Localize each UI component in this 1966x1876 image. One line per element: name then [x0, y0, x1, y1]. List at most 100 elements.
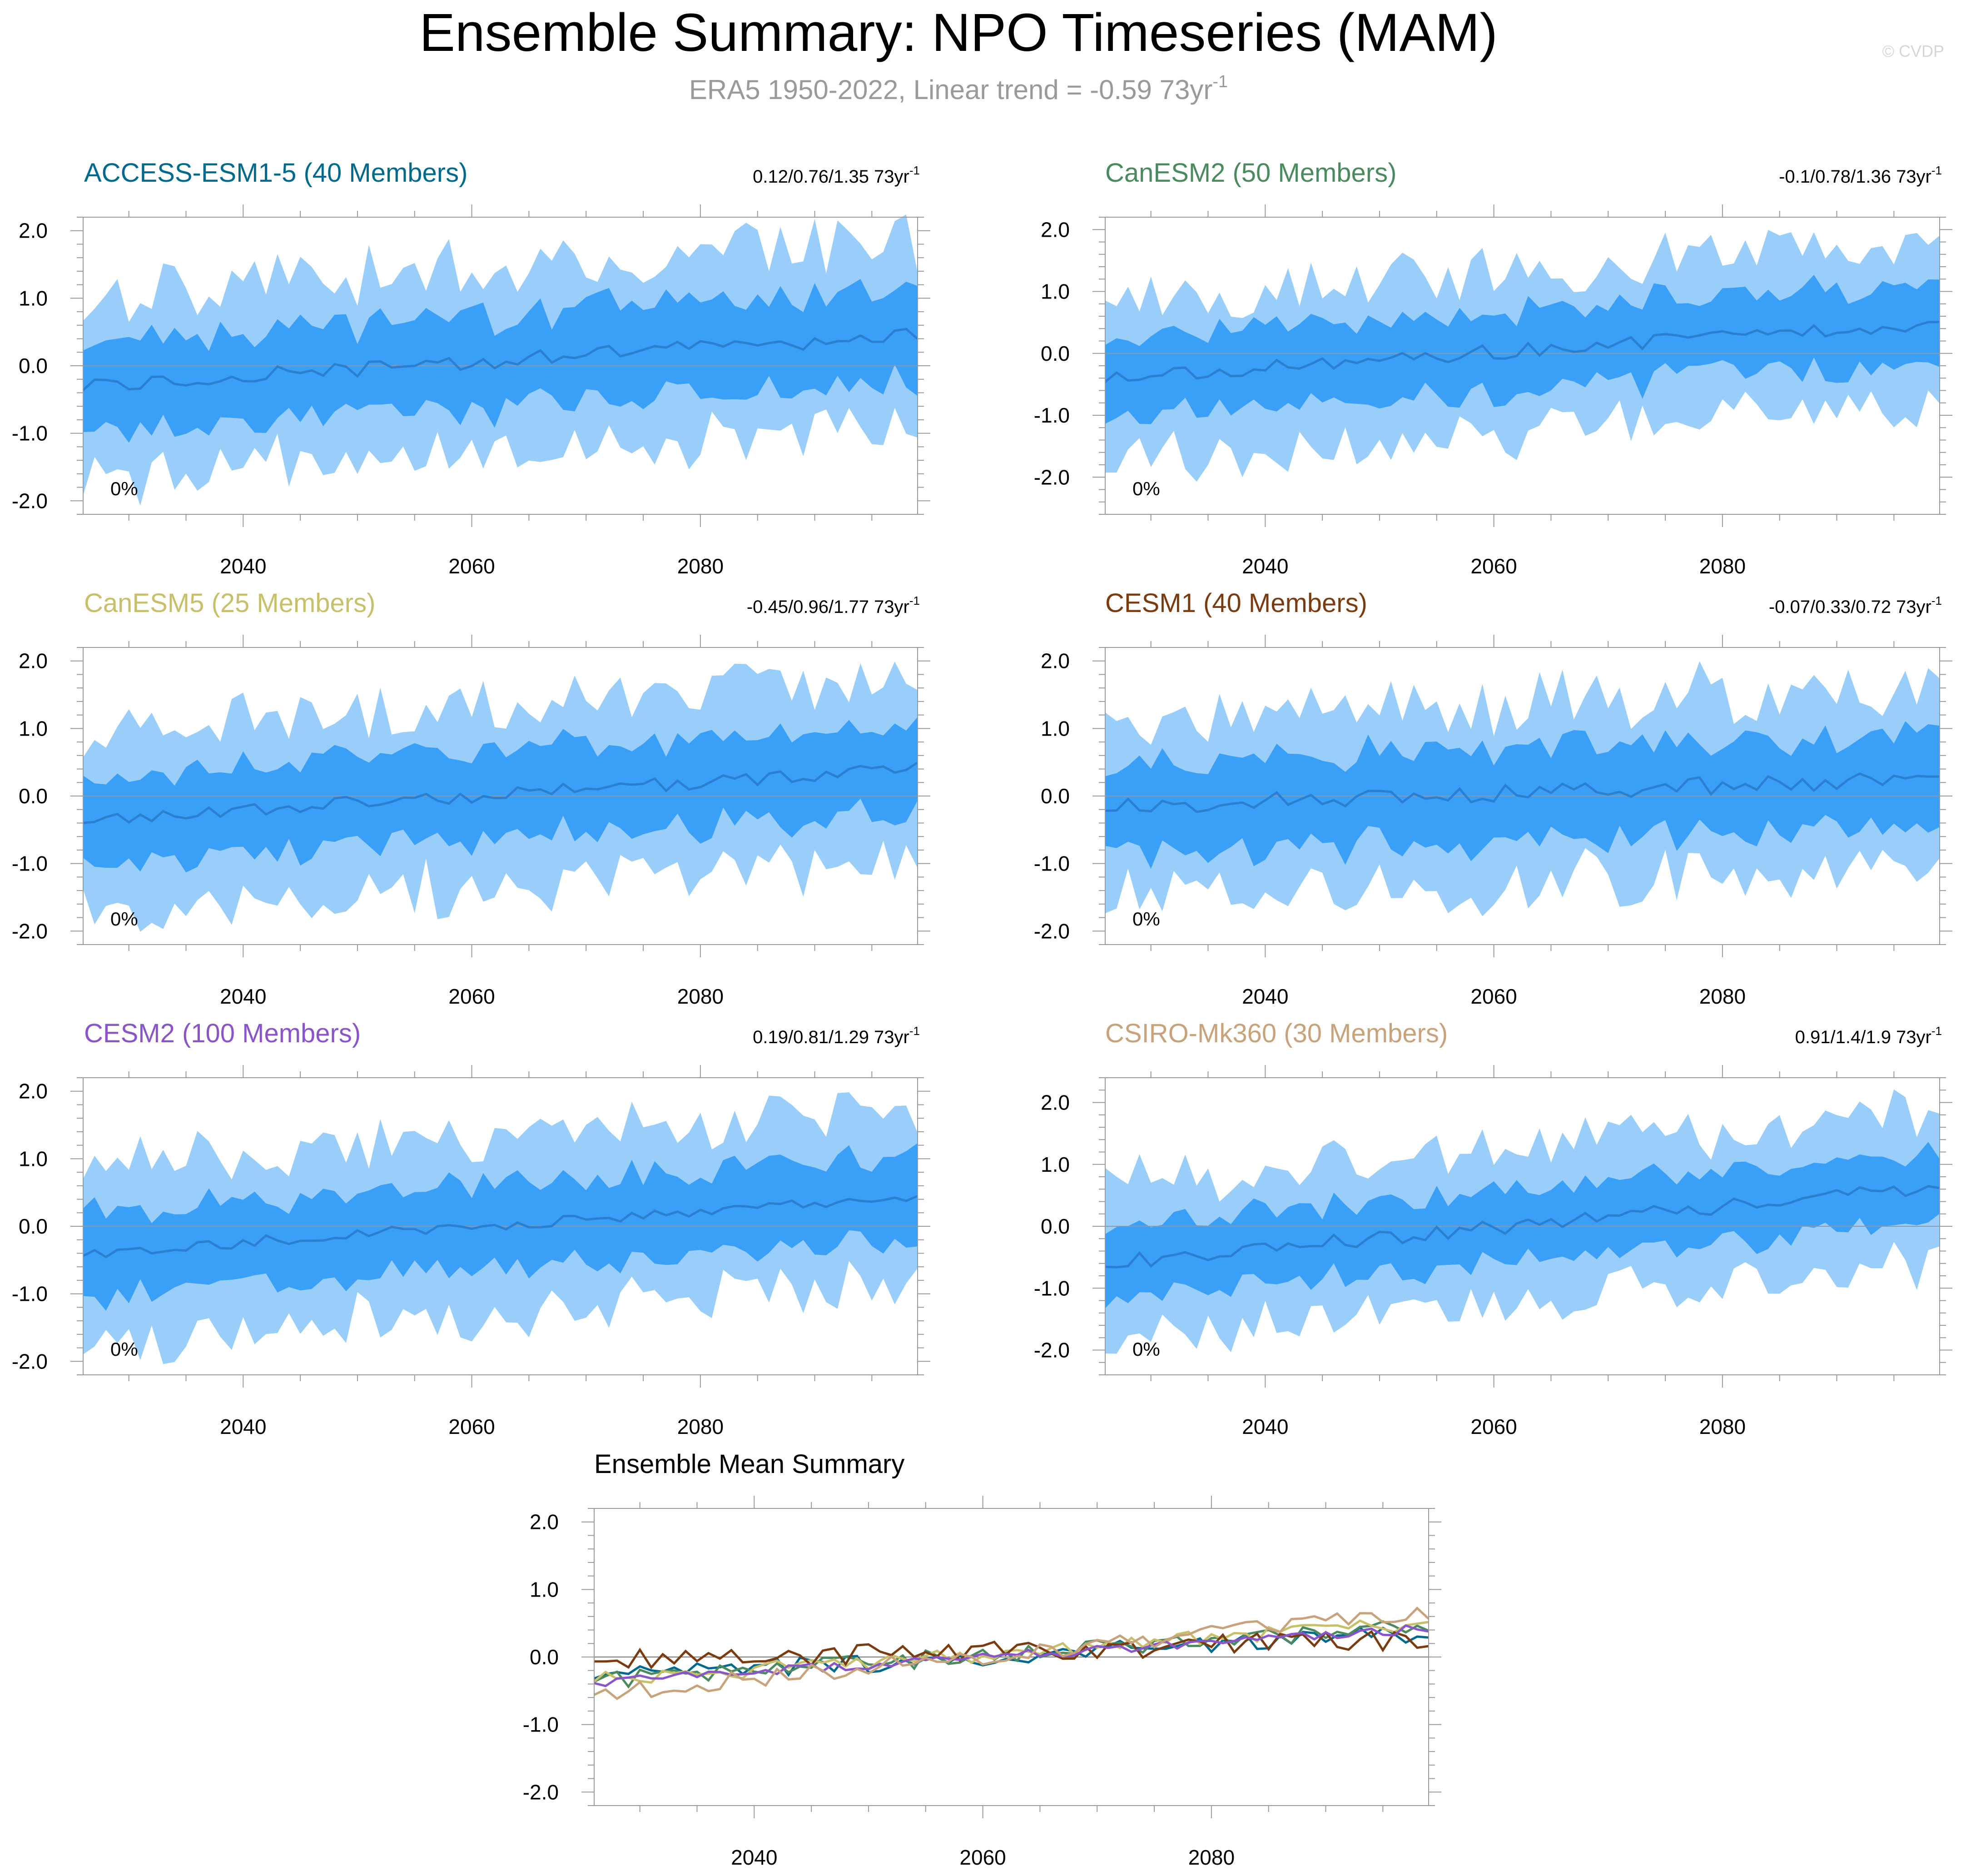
- percent-label: 0%: [110, 1339, 138, 1360]
- y-tick-label: -2.0: [1034, 919, 1070, 943]
- panel-trend-text: 0.12/0.76/1.35 73yr-1: [753, 164, 920, 187]
- x-tick-label: 2080: [1699, 1415, 1746, 1438]
- y-tick-label: 0.0: [19, 354, 48, 378]
- y-tick-label: 0.0: [1041, 342, 1070, 365]
- figure-title: Ensemble Summary: NPO Timeseries (MAM): [419, 3, 1498, 63]
- trend-superscript: -1: [1931, 1024, 1942, 1038]
- y-tick-label: -2.0: [12, 919, 48, 943]
- ensemble-mean-line: [1105, 1185, 1940, 1269]
- panel-title: CSIRO-Mk360 (30 Members): [1105, 1019, 1448, 1048]
- x-tick-label: 2060: [1470, 554, 1517, 578]
- x-tick-label: 2040: [220, 1415, 266, 1438]
- y-tick-label: -2.0: [12, 489, 48, 513]
- y-tick-label: 0.0: [1041, 1214, 1070, 1238]
- trend-value: -0.1/0.78/1.36 73yr: [1779, 167, 1931, 187]
- inner-spread-band: [83, 717, 918, 873]
- panel-title: CanESM2 (50 Members): [1105, 158, 1396, 188]
- y-tick-label: 2.0: [19, 1080, 48, 1103]
- trend-value: -0.45/0.96/1.77 73yr: [747, 597, 909, 617]
- x-tick-label: 2040: [220, 554, 266, 578]
- y-tick-label: 0.0: [19, 784, 48, 808]
- ensemble-mean-line: [82, 1194, 918, 1259]
- panel-cesm2: CESM2 (100 Members) 0.19/0.81/1.29 73yr-1…: [12, 1019, 930, 1438]
- trend-superscript: -1: [909, 594, 920, 607]
- panel-canesm5: CanESM5 (25 Members) -0.45/0.96/1.77 73yr…: [12, 588, 930, 1008]
- x-tick-label: 2040: [220, 985, 266, 1008]
- y-tick-label: -1.0: [12, 852, 48, 876]
- y-tick-label: 1.0: [19, 717, 48, 740]
- percent-label: 0%: [110, 478, 138, 499]
- trend-value: 0.12/0.76/1.35 73yr: [753, 167, 909, 187]
- x-tick-label: 2040: [731, 1846, 777, 1869]
- y-tick-label: -2.0: [1034, 1339, 1070, 1362]
- panel-access: ACCESS-ESM1-5 (40 Members) 0.12/0.76/1.35…: [12, 158, 930, 578]
- x-tick-label: 2080: [677, 985, 724, 1008]
- x-tick-label: 2040: [1242, 554, 1288, 578]
- y-tick-label: 2.0: [19, 649, 48, 673]
- y-tick-label: 1.0: [19, 1147, 48, 1170]
- trend-value: 0.19/0.81/1.29 73yr: [753, 1027, 909, 1047]
- y-tick-label: -1.0: [12, 1282, 48, 1306]
- x-tick-label: 2040: [1242, 985, 1288, 1008]
- ensemble-mean-line: [82, 328, 918, 391]
- percent-label: 0%: [1132, 1339, 1160, 1360]
- y-tick-label: -1.0: [12, 422, 48, 445]
- y-tick-label: 1.0: [530, 1577, 559, 1601]
- x-tick-label: 2060: [448, 1415, 495, 1438]
- panel-trend-text: 0.19/0.81/1.29 73yr-1: [753, 1024, 920, 1047]
- panel-title: CESM1 (40 Members): [1105, 588, 1367, 618]
- y-tick-label: -1.0: [1034, 852, 1070, 876]
- x-tick-label: 2060: [448, 554, 495, 578]
- x-tick-label: 2060: [448, 985, 495, 1008]
- panel-trend-text: -0.45/0.96/1.77 73yr-1: [747, 594, 920, 617]
- y-tick-label: -2.0: [1034, 465, 1070, 489]
- panel-title: CESM2 (100 Members): [84, 1019, 361, 1048]
- x-tick-label: 2080: [1699, 985, 1746, 1008]
- y-tick-label: -1.0: [1034, 1276, 1070, 1300]
- y-tick-label: -2.0: [523, 1780, 559, 1804]
- panel-title: ACCESS-ESM1-5 (40 Members): [84, 158, 467, 188]
- panel-trend-text: 0.91/1.4/1.9 73yr-1: [1795, 1024, 1942, 1047]
- panel-csiro: CSIRO-Mk360 (30 Members) 0.91/1.4/1.9 73y…: [1034, 1019, 1952, 1438]
- y-tick-label: -1.0: [1034, 403, 1070, 427]
- y-tick-label: 2.0: [19, 219, 48, 243]
- percent-label: 0%: [1132, 908, 1160, 930]
- y-tick-label: 2.0: [1041, 218, 1070, 241]
- percent-label: 0%: [110, 908, 138, 930]
- series-line-cesm1: [594, 1630, 1429, 1670]
- ensemble-mean-line: [1105, 772, 1940, 813]
- trend-value: -0.07/0.33/0.72 73yr: [1769, 597, 1931, 617]
- trend-value: 0.91/1.4/1.9 73yr: [1795, 1027, 1931, 1047]
- x-tick-label: 2060: [1470, 1415, 1517, 1438]
- figure-subtitle: ERA5 1950-2022, Linear trend = -0.59 73y…: [689, 72, 1228, 105]
- y-tick-label: 2.0: [1041, 1091, 1070, 1115]
- y-tick-label: 1.0: [1041, 280, 1070, 304]
- x-tick-label: 2060: [959, 1846, 1006, 1869]
- trend-superscript: -1: [1931, 164, 1942, 177]
- y-tick-label: 1.0: [1041, 1153, 1070, 1176]
- y-tick-label: -1.0: [523, 1713, 559, 1737]
- subtitle-text: ERA5 1950-2022, Linear trend = -0.59 73y…: [689, 75, 1212, 105]
- cvdp-watermark: © CVDP: [1882, 42, 1944, 60]
- y-tick-label: 0.0: [19, 1214, 48, 1238]
- y-tick-label: 2.0: [1041, 649, 1070, 673]
- series-line-csiro-mk360: [593, 1607, 1430, 1700]
- percent-label: 0%: [1132, 478, 1160, 499]
- panel-canesm2: CanESM2 (50 Members) -0.1/0.78/1.36 73yr-…: [1034, 158, 1952, 578]
- x-tick-label: 2060: [1470, 985, 1517, 1008]
- series-line-canesm2: [593, 1620, 1429, 1689]
- y-tick-label: -2.0: [12, 1349, 48, 1373]
- panel-trend-text: -0.07/0.33/0.72 73yr-1: [1769, 594, 1942, 617]
- x-tick-label: 2080: [1699, 554, 1746, 578]
- subtitle-superscript: -1: [1212, 72, 1228, 91]
- y-tick-label: 0.0: [1041, 784, 1070, 808]
- series-line-canesm5: [593, 1619, 1429, 1684]
- x-tick-label: 2080: [1188, 1846, 1235, 1869]
- y-tick-label: 1.0: [1041, 717, 1070, 740]
- panel-title: CanESM5 (25 Members): [84, 588, 375, 618]
- y-tick-label: 2.0: [530, 1510, 559, 1534]
- y-tick-label: 0.0: [530, 1645, 559, 1669]
- inner-spread-band: [1105, 721, 1940, 869]
- x-tick-label: 2040: [1242, 1415, 1288, 1438]
